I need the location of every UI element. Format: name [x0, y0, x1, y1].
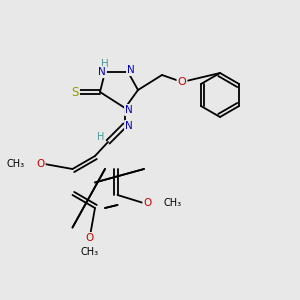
Text: N: N [98, 67, 106, 77]
Text: H: H [101, 59, 109, 69]
Text: O: O [36, 159, 45, 169]
Text: H: H [97, 132, 105, 142]
Text: O: O [178, 77, 186, 87]
Text: CH₃: CH₃ [164, 198, 181, 208]
Text: CH₃: CH₃ [6, 159, 25, 169]
Text: CH₃: CH₃ [81, 247, 99, 257]
Text: O: O [143, 198, 152, 208]
Text: O: O [86, 233, 94, 243]
Text: N: N [125, 121, 133, 131]
Text: N: N [125, 105, 133, 115]
Text: S: S [71, 85, 79, 98]
Text: N: N [127, 65, 135, 75]
